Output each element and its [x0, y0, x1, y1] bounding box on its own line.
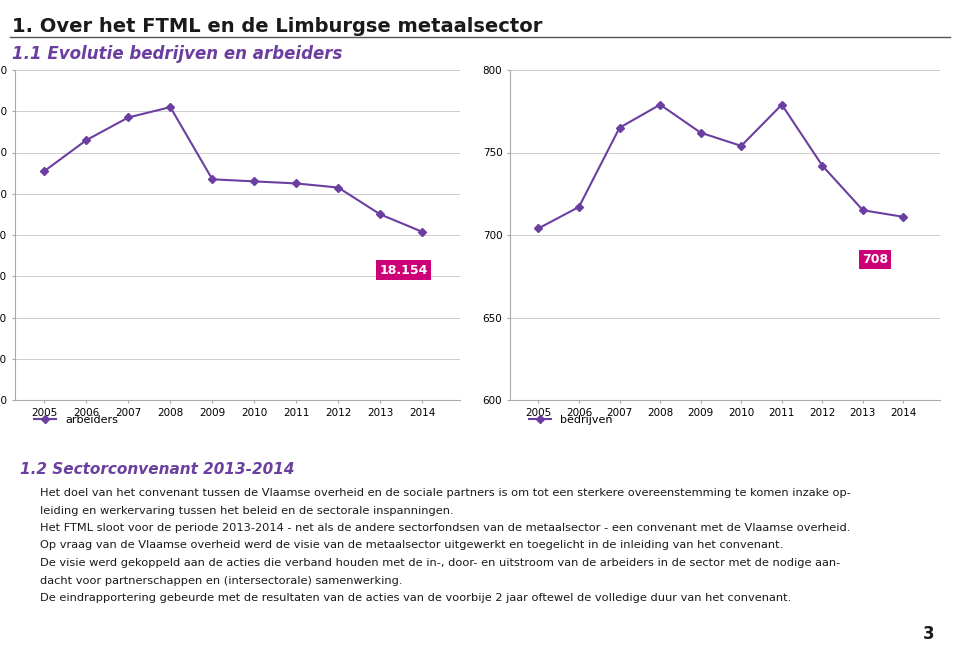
Text: Op vraag van de Vlaamse overheid werd de visie van de metaalsector uitgewerkt en: Op vraag van de Vlaamse overheid werd de…: [39, 540, 782, 551]
Text: 3: 3: [923, 625, 934, 643]
Text: Het doel van het convenant tussen de Vlaamse overheid en de sociale partners is : Het doel van het convenant tussen de Vla…: [39, 488, 851, 498]
Text: De eindrapportering gebeurde met de resultaten van de acties van de voorbije 2 j: De eindrapportering gebeurde met de resu…: [39, 593, 791, 603]
Text: De visie werd gekoppeld aan de acties die verband houden met de in-, door- en ui: De visie werd gekoppeld aan de acties di…: [39, 558, 840, 568]
Text: 1.2 Sectorconvenant 2013-2014: 1.2 Sectorconvenant 2013-2014: [19, 462, 294, 477]
Legend: arbeiders: arbeiders: [30, 411, 122, 430]
Text: 1. Over het FTML en de Limburgse metaalsector: 1. Over het FTML en de Limburgse metaals…: [12, 17, 542, 36]
Legend: bedrijven: bedrijven: [524, 411, 616, 430]
Text: dacht voor partnerschappen en (intersectorale) samenwerking.: dacht voor partnerschappen en (intersect…: [39, 576, 402, 586]
Text: 18.154: 18.154: [379, 264, 427, 276]
Text: 10 jaar tewerkstelling en aantal bedrijven: 10 jaar tewerkstelling en aantal bedrijv…: [55, 75, 303, 88]
Text: Het FTML sloot voor de periode 2013-2014 - net als de andere sectorfondsen van d: Het FTML sloot voor de periode 2013-2014…: [39, 523, 850, 533]
FancyBboxPatch shape: [900, 613, 956, 655]
Text: 708: 708: [862, 253, 888, 266]
Text: leiding en werkervaring tussen het beleid en de sectorale inspanningen.: leiding en werkervaring tussen het belei…: [39, 505, 453, 515]
Text: 1.1 Evolutie bedrijven en arbeiders: 1.1 Evolutie bedrijven en arbeiders: [12, 45, 343, 63]
